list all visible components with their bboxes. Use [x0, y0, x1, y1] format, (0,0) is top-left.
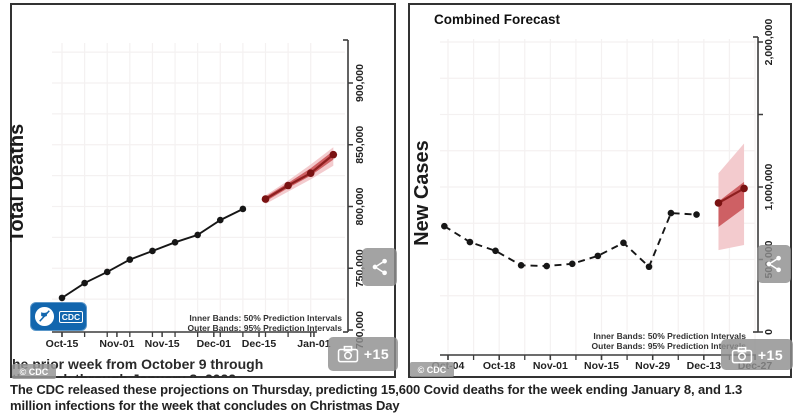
share-button[interactable] — [757, 245, 791, 283]
cdc-logo: CDC — [30, 302, 87, 331]
left-chart-panel: 700,000 750,000 800,000 850,000 900,000 Oct-1… — [10, 3, 398, 379]
share-button[interactable] — [362, 248, 397, 286]
photo-count-button[interactable]: +15 — [721, 339, 793, 370]
camera-icon — [337, 345, 359, 363]
svg-text:Oct-18: Oct-18 — [483, 360, 516, 372]
svg-text:Nov-15: Nov-15 — [145, 338, 180, 350]
svg-text:0: 0 — [763, 329, 775, 335]
svg-text:850,000: 850,000 — [354, 126, 366, 164]
outer-bands-note: Outer Bands: 95% Prediction Intervals — [591, 341, 746, 351]
svg-text:Oct-15: Oct-15 — [46, 338, 79, 350]
share-icon — [766, 255, 781, 273]
inner-bands-note: Inner Bands: 50% Prediction Intervals — [189, 313, 342, 323]
svg-text:New Cases: New Cases — [411, 140, 433, 246]
caption-line-2: million infections for the week that con… — [10, 397, 400, 413]
svg-text:Dec-01: Dec-01 — [197, 338, 232, 350]
prediction-intervals-note: Inner Bands: 50% Prediction Intervals Ou… — [188, 313, 342, 333]
svg-text:Nov-01: Nov-01 — [99, 338, 134, 350]
svg-text:1,000,000: 1,000,000 — [763, 163, 775, 210]
svg-text:Nov-01: Nov-01 — [533, 360, 568, 372]
svg-text:2,000,000: 2,000,000 — [763, 18, 775, 65]
chart-title: Combined Forecast — [434, 12, 561, 27]
svg-text:Dec-13: Dec-13 — [687, 360, 722, 372]
right-chart-panel: 0500,0001,000,0002,000,000Oct-04Oct-18No… — [408, 3, 793, 378]
prediction-intervals-note: Inner Bands: 50% Prediction Intervals Ou… — [592, 331, 746, 351]
svg-text:800,000: 800,000 — [354, 187, 366, 225]
outer-bands-note: Outer Bands: 95% Prediction Intervals — [187, 323, 342, 333]
cdc-watermark: © CDC — [12, 364, 56, 379]
cdc-logo-text: CDC — [58, 310, 84, 323]
share-icon — [372, 258, 387, 276]
svg-text:Nov-15: Nov-15 — [584, 360, 619, 372]
camera-icon — [731, 346, 753, 363]
cropped-article-text: he prior week from October 9 through the… — [12, 357, 264, 378]
svg-text:Nov-29: Nov-29 — [635, 360, 670, 372]
svg-text:Jan-01: Jan-01 — [297, 338, 330, 350]
photo-count-button[interactable]: +15 — [328, 337, 398, 371]
caption-line-1: The CDC released these projections on Th… — [10, 382, 743, 397]
photo-count-label: +15 — [363, 346, 390, 362]
svg-text:900,000: 900,000 — [354, 64, 366, 102]
image-caption: The CDC released these projections on Th… — [10, 382, 798, 413]
cdc-eagle-icon — [34, 306, 54, 327]
svg-text:Total Deaths: Total Deaths — [10, 124, 28, 243]
total-deaths-chart: 700,000750,000800,000850,000900,000Oct-1… — [10, 39, 366, 350]
photo-count-label: +15 — [757, 346, 784, 363]
inner-bands-note: Inner Bands: 50% Prediction Intervals — [593, 331, 746, 341]
cdc-watermark: © CDC — [410, 362, 454, 377]
svg-text:Dec-15: Dec-15 — [242, 338, 277, 350]
new-cases-chart: 0500,0001,000,0002,000,000Oct-04Oct-18No… — [411, 18, 775, 372]
